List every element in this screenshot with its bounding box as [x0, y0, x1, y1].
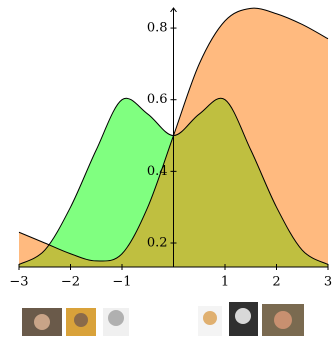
y-tick-label: 0.6 — [147, 92, 168, 107]
thumbnails — [22, 302, 304, 336]
thumbnail-face — [203, 311, 217, 325]
thumbnail-face — [274, 311, 292, 329]
thumbnail-face — [74, 313, 88, 327]
thumbnail-face — [235, 308, 251, 324]
plot-area: −3 −2 −1 1 2 3 0.2 0.4 0.6 0.8 — [9, 8, 332, 290]
y-tick-label: 0.2 — [147, 235, 168, 250]
y-tick-label: 0.4 — [147, 164, 168, 179]
page: {"chart_data": {"type": "area", "x": [-3… — [0, 0, 333, 336]
chart: −3 −2 −1 1 2 3 0.2 0.4 0.6 0.8 — [0, 0, 333, 336]
y-tick-label: 0.8 — [147, 21, 168, 36]
thumbnail-face — [108, 310, 124, 326]
x-tick-label: 1 — [221, 275, 229, 290]
x-tick-label: −2 — [61, 275, 80, 290]
x-tick-label: 3 — [324, 275, 332, 290]
x-tick-label: −3 — [9, 275, 28, 290]
x-tick-label: 2 — [272, 275, 280, 290]
thumbnail-face — [34, 314, 50, 330]
x-tick-label: −1 — [112, 275, 131, 290]
